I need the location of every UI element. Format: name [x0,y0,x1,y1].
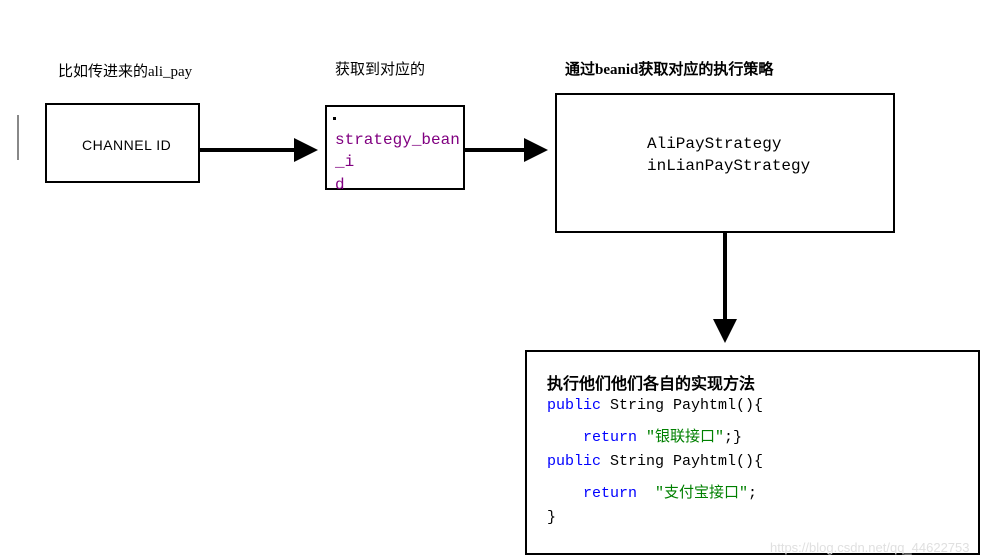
arrow-1 [0,0,989,559]
watermark: https://blog.csdn.net/qq_44622753 [770,540,970,555]
